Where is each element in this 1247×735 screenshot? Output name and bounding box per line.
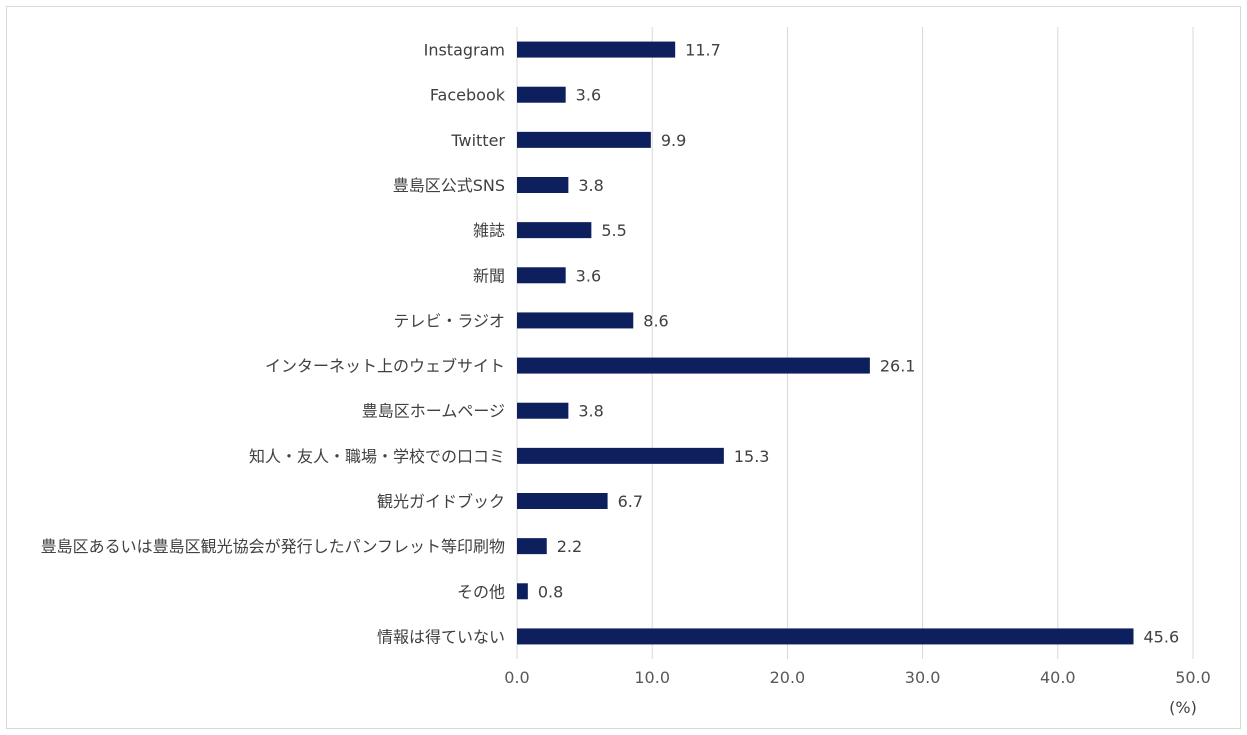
- x-tick-label: 0.0: [504, 668, 529, 687]
- chart-frame: Instagram Facebook Twitter 豊島区公式SNS 雑誌新聞テレビ・…: [6, 6, 1241, 729]
- value-label: 6.7: [618, 492, 643, 511]
- category-label: 知人・友人・職場・学校での口コミ: [249, 447, 505, 466]
- bar: [517, 493, 608, 509]
- value-label: 0.8: [538, 582, 563, 601]
- category-label: その他: [457, 582, 505, 601]
- category-label: Instagram: [424, 41, 505, 60]
- category-label: 豊島区ホームページ: [362, 402, 505, 421]
- value-label: 11.7: [685, 41, 721, 60]
- value-label: 26.1: [880, 357, 916, 376]
- bar: [517, 131, 651, 148]
- bar-chart: Instagram Facebook Twitter 豊島区公式SNS 雑誌新聞テレビ・…: [41, 27, 1211, 717]
- value-label: 8.6: [643, 311, 668, 330]
- bar: [517, 312, 634, 329]
- bar: [517, 447, 724, 464]
- category-label: 観光ガイドブック: [377, 492, 505, 511]
- bar: [517, 402, 569, 419]
- category-label: 雑誌: [473, 221, 505, 240]
- bar: [517, 583, 528, 600]
- category-label: 豊島区公式SNS: [393, 176, 505, 195]
- value-label: 9.9: [661, 131, 686, 150]
- value-label: 2.2: [557, 537, 582, 556]
- bar: [517, 267, 566, 284]
- value-labels: 11.7 3.6 9.9 3.8 5.5 3.6 8.6 26.1 3.8 15.3 6.7 2.2 0…: [538, 41, 1179, 647]
- category-label: インターネット上のウェブサイト: [265, 357, 505, 376]
- x-unit-label: (%): [1169, 698, 1197, 717]
- bar: [517, 628, 1134, 645]
- category-label: 新聞: [473, 266, 505, 285]
- gridlines: [516, 27, 1194, 659]
- category-labels: Instagram Facebook Twitter 豊島区公式SNS 雑誌新聞テレビ・…: [41, 41, 506, 647]
- x-tick-labels: 0.0 10.0 20.0 30.0 40.0 50.0: [504, 668, 1211, 687]
- value-label: 3.8: [578, 176, 603, 195]
- x-tick-label: 30.0: [905, 668, 941, 687]
- value-label: 15.3: [734, 447, 770, 466]
- category-label: 情報は得ていない: [377, 627, 505, 646]
- bars: [517, 41, 1134, 645]
- bar: [517, 86, 566, 103]
- bar: [517, 538, 547, 555]
- value-label: 3.6: [576, 86, 601, 105]
- category-label: Twitter: [450, 131, 505, 150]
- value-label: 3.6: [576, 266, 601, 285]
- value-label: 3.8: [578, 402, 603, 421]
- value-label: 5.5: [601, 221, 626, 240]
- category-label: Facebook: [430, 86, 506, 105]
- category-label: テレビ・ラジオ: [393, 311, 505, 330]
- value-label: 45.6: [1144, 627, 1180, 646]
- bar: [517, 357, 870, 374]
- x-tick-label: 50.0: [1175, 668, 1211, 687]
- bar: [517, 41, 676, 58]
- bar: [517, 177, 569, 193]
- category-label: 豊島区あるいは豊島区観光協会が発行したパンフレット等印刷物: [41, 537, 505, 556]
- x-tick-label: 40.0: [1040, 668, 1076, 687]
- x-tick-label: 20.0: [770, 668, 806, 687]
- bar: [517, 222, 592, 239]
- x-tick-label: 10.0: [634, 668, 670, 687]
